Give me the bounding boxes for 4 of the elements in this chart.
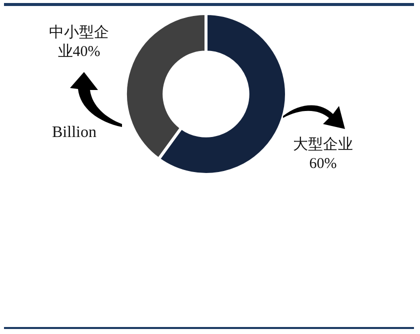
data-label: 60% [309,156,337,172]
text: Billion [52,124,96,142]
slice-label: 中小型企业40% [48,24,110,62]
slice-label: 大型企业 [293,137,353,153]
